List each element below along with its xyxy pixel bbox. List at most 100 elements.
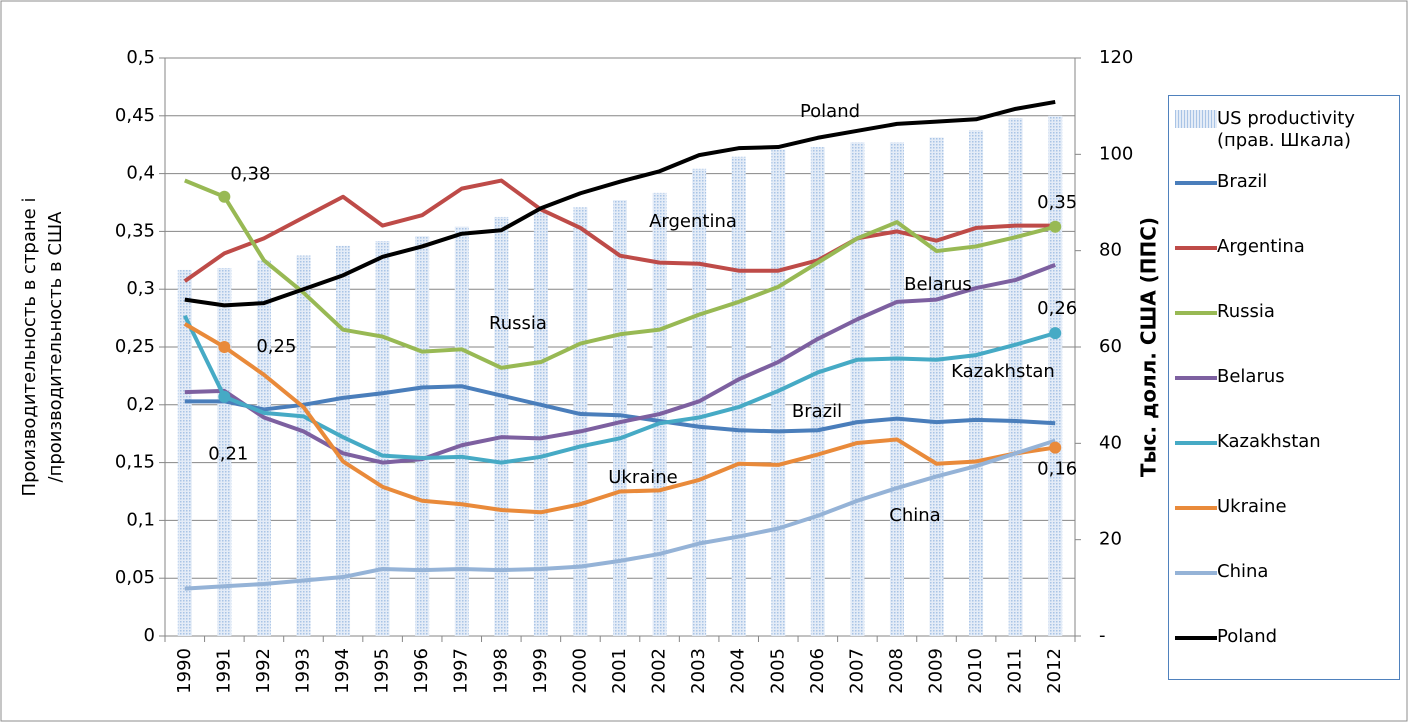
legend-swatch <box>1175 376 1217 380</box>
y-tick-label: 0,3 <box>126 278 155 299</box>
x-tick-label: 2001 <box>609 648 630 694</box>
legend-label: US productivity (прав. Шкала) <box>1217 108 1355 151</box>
x-tick-label: 2000 <box>569 648 590 694</box>
y2-tick-label: 60 <box>1099 336 1122 357</box>
data-label: 0,16 <box>1037 459 1077 480</box>
x-tick-label: 2007 <box>846 648 867 694</box>
legend-label: Russia <box>1217 301 1275 322</box>
x-tick-label: 1998 <box>490 648 511 694</box>
line <box>184 99 1056 308</box>
bar <box>731 156 746 636</box>
x-tick-label: 2011 <box>1005 648 1026 694</box>
bar <box>375 241 390 637</box>
series-annotation: Kazakhstan <box>951 361 1055 382</box>
series-annotation: Belarus <box>904 274 972 295</box>
line <box>183 322 1056 515</box>
x-tick-label: 2006 <box>807 648 828 694</box>
point-marker <box>218 190 231 203</box>
bar <box>1048 115 1063 637</box>
x-tick-label: 2002 <box>649 648 670 694</box>
bar <box>850 142 865 636</box>
y-tick-label: 0,1 <box>126 509 155 530</box>
x-tick-label: 1999 <box>530 648 551 694</box>
bar <box>415 236 430 636</box>
data-label: 0,21 <box>208 444 248 465</box>
legend-label: Poland <box>1217 626 1278 647</box>
bar <box>969 130 984 636</box>
line <box>182 314 1056 465</box>
x-tick-label: 1993 <box>292 648 313 694</box>
y-tick-label: 0,5 <box>126 47 155 68</box>
legend-item: Russia <box>1175 301 1393 323</box>
legend-item: Argentina <box>1175 236 1393 258</box>
y-tick-label: 0,2 <box>126 394 155 415</box>
y-axis-label: Производительность в стране i/производит… <box>19 198 66 497</box>
legend-item: US productivity (прав. Шкала) <box>1175 108 1393 152</box>
bar <box>929 137 944 636</box>
legend-swatch <box>1175 506 1217 510</box>
series-annotation: Poland <box>800 101 860 122</box>
legend-label: Belarus <box>1217 366 1285 387</box>
x-tick-label: 2012 <box>1044 648 1065 694</box>
series-annotation: China <box>889 505 940 526</box>
line <box>183 178 1056 283</box>
y-tick-label: 0,4 <box>126 163 155 184</box>
point-marker <box>1049 220 1062 233</box>
legend-swatch <box>1175 181 1217 185</box>
line <box>184 384 1056 434</box>
point-marker <box>1049 441 1062 454</box>
series-annotation: Argentina <box>649 211 737 232</box>
legend-swatch <box>1175 571 1217 575</box>
legend-label: Kazakhstan <box>1217 431 1321 452</box>
bar <box>177 269 192 636</box>
point-marker <box>218 341 231 353</box>
legend-label: China <box>1217 561 1269 582</box>
line <box>184 178 1056 370</box>
legend-swatch <box>1175 110 1217 128</box>
legend-item: Kazakhstan <box>1175 431 1393 453</box>
legend-swatch <box>1175 246 1217 250</box>
y-tick-label: 0 <box>144 625 155 646</box>
series-annotation: Brazil <box>792 401 842 422</box>
y-tick-label: 0,45 <box>115 105 155 126</box>
y2-tick-label: 80 <box>1099 240 1122 261</box>
legend-label: Ukraine <box>1217 496 1287 517</box>
bar <box>256 260 271 636</box>
x-tick-label: 2009 <box>926 648 947 694</box>
legend-swatch <box>1175 636 1217 640</box>
y2-tick-label: 20 <box>1099 529 1122 550</box>
data-label: 0,38 <box>230 164 270 185</box>
x-tick-label: 2008 <box>886 648 907 694</box>
bar <box>889 142 904 636</box>
x-tick-label: 1990 <box>174 648 195 694</box>
x-tick-label: 1995 <box>372 648 393 694</box>
bar <box>573 207 588 637</box>
legend-label: Brazil <box>1217 171 1268 192</box>
bar <box>494 216 509 636</box>
legend-item: Belarus <box>1175 366 1393 388</box>
legend-item: Brazil <box>1175 171 1393 193</box>
point-marker <box>218 390 231 403</box>
legend-item: Poland <box>1175 626 1393 648</box>
y-tick-label: 0,35 <box>115 220 155 241</box>
legend-swatch <box>1175 311 1217 315</box>
legend: US productivity (прав. Шкала) Brazil Argen… <box>1168 95 1400 680</box>
x-tick-label: 1997 <box>451 648 472 694</box>
data-label: 0,35 <box>1037 192 1077 213</box>
y2-axis-label: Тыс. долл. США (ППС) <box>1137 217 1161 477</box>
x-tick-label: 2003 <box>688 648 709 694</box>
x-tick-label: 2005 <box>767 648 788 694</box>
x-tick-label: 1996 <box>411 648 432 694</box>
line <box>184 438 1056 591</box>
bar <box>217 268 232 636</box>
data-label: 0,25 <box>256 336 296 357</box>
x-tick-label: 1991 <box>213 648 234 694</box>
x-tick-label: 1992 <box>253 648 274 694</box>
x-tick-label: 2010 <box>965 648 986 694</box>
y2-tick-label: 40 <box>1099 432 1122 453</box>
y2-tick-label: 100 <box>1099 143 1133 164</box>
series-annotation: Ukraine <box>608 467 678 488</box>
bar <box>613 200 627 636</box>
